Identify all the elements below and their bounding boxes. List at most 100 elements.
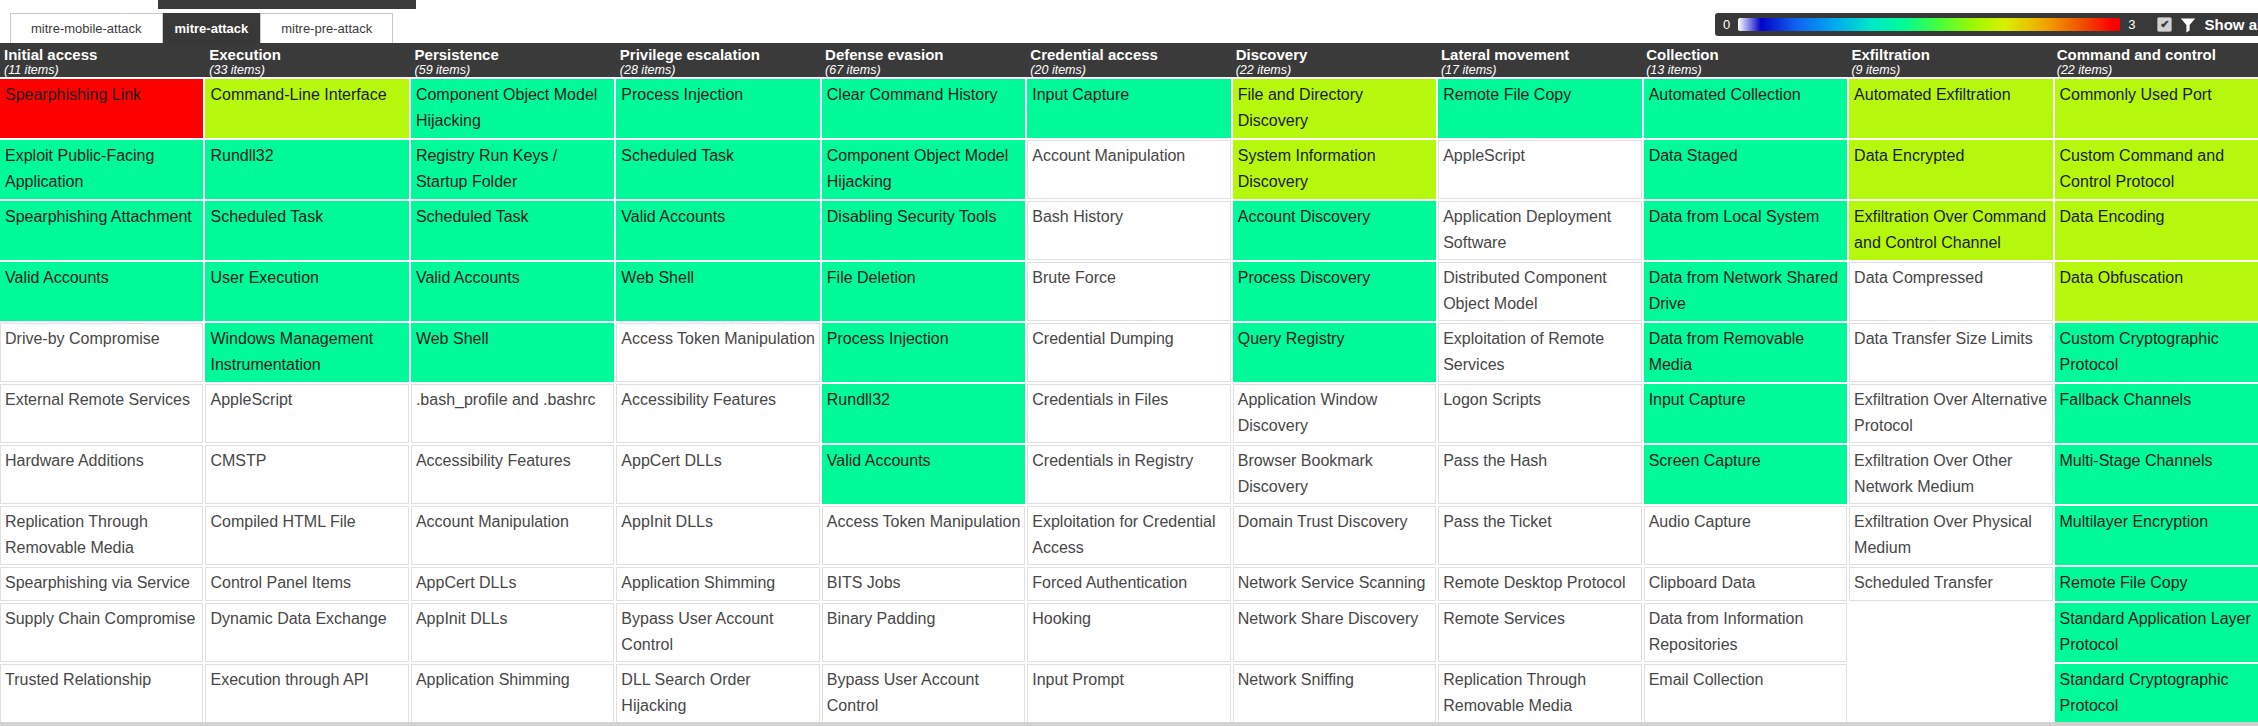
- technique-cell[interactable]: Process Injection: [822, 323, 1025, 382]
- technique-cell[interactable]: External Remote Services: [0, 384, 203, 443]
- technique-cell[interactable]: Data from Local System: [1644, 201, 1847, 260]
- technique-cell[interactable]: Audio Capture: [1644, 506, 1847, 565]
- technique-cell[interactable]: Process Discovery: [1233, 262, 1436, 321]
- tab-mitre-attack[interactable]: mitre-attack: [163, 13, 261, 43]
- technique-cell[interactable]: Brute Force: [1027, 262, 1230, 321]
- technique-cell[interactable]: Exploitation for Credential Access: [1027, 506, 1230, 565]
- technique-cell[interactable]: AppCert DLLs: [411, 567, 614, 601]
- technique-cell[interactable]: Command-Line Interface: [205, 79, 408, 138]
- technique-cell[interactable]: Distributed Component Object Model: [1438, 262, 1641, 321]
- technique-cell[interactable]: AppleScript: [1438, 140, 1641, 199]
- technique-cell[interactable]: Valid Accounts: [0, 262, 203, 321]
- technique-cell[interactable]: Application Shimming: [616, 567, 819, 601]
- technique-cell[interactable]: User Execution: [205, 262, 408, 321]
- technique-cell[interactable]: Credentials in Files: [1027, 384, 1230, 443]
- technique-cell[interactable]: Fallback Channels: [2055, 384, 2258, 443]
- technique-cell[interactable]: Web Shell: [616, 262, 819, 321]
- technique-cell[interactable]: Accessibility Features: [411, 445, 614, 504]
- tab-mitre-mobile-attack[interactable]: mitre-mobile-attack: [10, 13, 163, 43]
- technique-cell[interactable]: File Deletion: [822, 262, 1025, 321]
- technique-cell[interactable]: Forced Authentication: [1027, 567, 1230, 601]
- technique-cell[interactable]: Clipboard Data: [1644, 567, 1847, 601]
- technique-cell[interactable]: Data from Network Shared Drive: [1644, 262, 1847, 321]
- technique-cell[interactable]: Scheduled Task: [411, 201, 614, 260]
- technique-cell[interactable]: Spearphishing Link: [0, 79, 203, 138]
- technique-cell[interactable]: Data Transfer Size Limits: [1849, 323, 2052, 382]
- technique-cell[interactable]: Remote Services: [1438, 603, 1641, 662]
- technique-cell[interactable]: Credentials in Registry: [1027, 445, 1230, 504]
- technique-cell[interactable]: Rundll32: [822, 384, 1025, 443]
- technique-cell[interactable]: Data from Information Repositories: [1644, 603, 1847, 662]
- technique-cell[interactable]: Remote Desktop Protocol: [1438, 567, 1641, 601]
- technique-cell[interactable]: Commonly Used Port: [2055, 79, 2258, 138]
- technique-cell[interactable]: Custom Cryptographic Protocol: [2055, 323, 2258, 382]
- technique-cell[interactable]: Query Registry: [1233, 323, 1436, 382]
- technique-cell[interactable]: Registry Run Keys / Startup Folder: [411, 140, 614, 199]
- technique-cell[interactable]: Data Staged: [1644, 140, 1847, 199]
- technique-cell[interactable]: Automated Exfiltration: [1849, 79, 2052, 138]
- technique-cell[interactable]: Domain Trust Discovery: [1233, 506, 1436, 565]
- technique-cell[interactable]: Clear Command History: [822, 79, 1025, 138]
- technique-cell[interactable]: Credential Dumping: [1027, 323, 1230, 382]
- technique-cell[interactable]: Bypass User Account Control: [616, 603, 819, 662]
- technique-cell[interactable]: Exploit Public-Facing Application: [0, 140, 203, 199]
- technique-cell[interactable]: Data Encoding: [2055, 201, 2258, 260]
- technique-cell[interactable]: Exploitation of Remote Services: [1438, 323, 1641, 382]
- technique-cell[interactable]: CMSTP: [205, 445, 408, 504]
- technique-cell[interactable]: Standard Application Layer Protocol: [2055, 603, 2258, 662]
- technique-cell[interactable]: Binary Padding: [822, 603, 1025, 662]
- horizontal-scrollbar[interactable]: [0, 722, 2258, 726]
- technique-cell[interactable]: Application Deployment Software: [1438, 201, 1641, 260]
- technique-cell[interactable]: Data Encrypted: [1849, 140, 2052, 199]
- technique-cell[interactable]: Exfiltration Over Command and Control Ch…: [1849, 201, 2052, 260]
- technique-cell[interactable]: Pass the Hash: [1438, 445, 1641, 504]
- technique-cell[interactable]: Automated Collection: [1644, 79, 1847, 138]
- technique-cell[interactable]: Bash History: [1027, 201, 1230, 260]
- technique-cell[interactable]: AppCert DLLs: [616, 445, 819, 504]
- technique-cell[interactable]: Remote File Copy: [2055, 567, 2258, 601]
- technique-cell[interactable]: Pass the Ticket: [1438, 506, 1641, 565]
- technique-cell[interactable]: Windows Management Instrumentation: [205, 323, 408, 382]
- technique-cell[interactable]: Replication Through Removable Media: [0, 506, 203, 565]
- technique-cell[interactable]: Custom Command and Control Protocol: [2055, 140, 2258, 199]
- technique-cell[interactable]: BITS Jobs: [822, 567, 1025, 601]
- technique-cell[interactable]: Access Token Manipulation: [822, 506, 1025, 565]
- technique-cell[interactable]: Data from Removable Media: [1644, 323, 1847, 382]
- technique-cell[interactable]: File and Directory Discovery: [1233, 79, 1436, 138]
- technique-cell[interactable]: Browser Bookmark Discovery: [1233, 445, 1436, 504]
- technique-cell[interactable]: Rundll32: [205, 140, 408, 199]
- technique-cell[interactable]: Supply Chain Compromise: [0, 603, 203, 662]
- technique-cell[interactable]: AppInit DLLs: [616, 506, 819, 565]
- technique-cell[interactable]: Accessibility Features: [616, 384, 819, 443]
- technique-cell[interactable]: Network Service Scanning: [1233, 567, 1436, 601]
- technique-cell[interactable]: Drive-by Compromise: [0, 323, 203, 382]
- technique-cell[interactable]: AppleScript: [205, 384, 408, 443]
- technique-cell[interactable]: Process Injection: [616, 79, 819, 138]
- technique-cell[interactable]: Scheduled Task: [205, 201, 408, 260]
- technique-cell[interactable]: Input Capture: [1027, 79, 1230, 138]
- technique-cell[interactable]: Network Share Discovery: [1233, 603, 1436, 662]
- technique-cell[interactable]: Access Token Manipulation: [616, 323, 819, 382]
- technique-cell[interactable]: Remote File Copy: [1438, 79, 1641, 138]
- show-all-checkbox[interactable]: ✔: [2157, 17, 2172, 32]
- technique-cell[interactable]: Multi-Stage Channels: [2055, 445, 2258, 504]
- technique-cell[interactable]: AppInit DLLs: [411, 603, 614, 662]
- technique-cell[interactable]: Spearphishing via Service: [0, 567, 203, 601]
- technique-cell[interactable]: Component Object Model Hijacking: [822, 140, 1025, 199]
- technique-cell[interactable]: Application Window Discovery: [1233, 384, 1436, 443]
- technique-cell[interactable]: Data Compressed: [1849, 262, 2052, 321]
- technique-cell[interactable]: Trusted Relationship: [0, 664, 203, 723]
- tab-mitre-pre-attack[interactable]: mitre-pre-attack: [260, 13, 393, 43]
- technique-cell[interactable]: Hooking: [1027, 603, 1230, 662]
- technique-cell[interactable]: Account Manipulation: [1027, 140, 1230, 199]
- technique-cell[interactable]: Screen Capture: [1644, 445, 1847, 504]
- technique-cell[interactable]: Control Panel Items: [205, 567, 408, 601]
- technique-cell[interactable]: .bash_profile and .bashrc: [411, 384, 614, 443]
- technique-cell[interactable]: Input Capture: [1644, 384, 1847, 443]
- technique-cell[interactable]: Input Prompt: [1027, 664, 1230, 723]
- technique-cell[interactable]: Network Sniffing: [1233, 664, 1436, 723]
- technique-cell[interactable]: Exfiltration Over Alternative Protocol: [1849, 384, 2052, 443]
- technique-cell[interactable]: Standard Cryptographic Protocol: [2055, 664, 2258, 723]
- technique-cell[interactable]: Multilayer Encryption: [2055, 506, 2258, 565]
- technique-cell[interactable]: Scheduled Transfer: [1849, 567, 2052, 601]
